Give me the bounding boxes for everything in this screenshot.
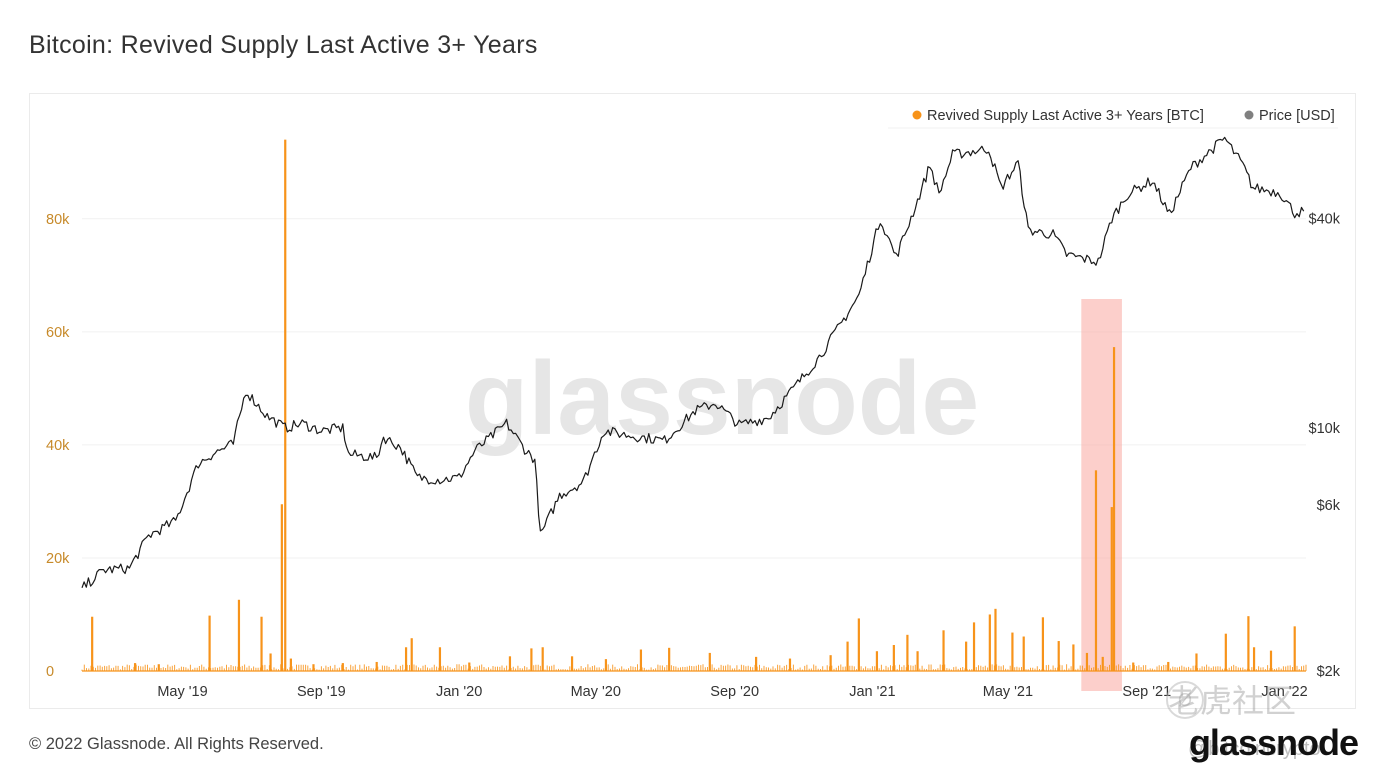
revived-bar [1094, 470, 1098, 671]
revived-bar [1293, 626, 1296, 671]
chart-area: glassnode 0 20k 40k 60k 80k $2k $6k $10k $40k M… [29, 93, 1356, 709]
revived-bar [604, 659, 608, 671]
left-axis-tick-label: 0 [46, 664, 54, 680]
revived-bar [1252, 647, 1256, 671]
revived-bar [965, 641, 968, 671]
revived-bar [972, 622, 976, 671]
right-axis-tick-label: $2k [1317, 664, 1341, 680]
revived-bar [668, 647, 671, 671]
page-title: Bitcoin: Revived Supply Last Active 3+ Y… [29, 31, 538, 59]
copyright-text: © 2022 Glassnode. All Rights Reserved. [29, 735, 324, 753]
revived-bar [906, 634, 909, 671]
x-axis-tick-label: Jan '21 [849, 684, 895, 700]
chart-svg: glassnode 0 20k 40k 60k 80k $2k $6k $10k $40k M… [46, 108, 1341, 700]
x-axis-tick-label: Sep '21 [1122, 684, 1171, 700]
revived-bar [260, 616, 263, 671]
revived-bar [988, 614, 991, 671]
glassnode-logo: glassnode [1188, 722, 1359, 763]
left-axis-ticks: 0 20k 40k 60k 80k [46, 212, 70, 680]
x-axis-tick-label: Sep '19 [297, 684, 346, 700]
left-axis-tick-label: 20k [46, 551, 70, 567]
right-axis-tick-label: $10k [1309, 421, 1341, 437]
revived-bar [530, 648, 533, 671]
revived-bar [639, 649, 643, 671]
revived-bar [846, 641, 849, 671]
price-line [81, 136, 1305, 589]
revived-bar [1022, 636, 1025, 671]
legend-label-price: Price [USD] [1259, 108, 1335, 124]
revived-bar [208, 615, 211, 671]
revived-bar [269, 653, 272, 671]
left-axis-tick-label: 40k [46, 438, 70, 454]
left-axis-tick-label: 60k [46, 325, 70, 341]
highlight-layer [1081, 299, 1122, 691]
x-axis-tick-label: May '19 [157, 684, 207, 700]
revived-bar [404, 647, 408, 671]
watermark-glassnode: glassnode [465, 341, 979, 457]
revived-bar [1057, 641, 1060, 671]
revived-bar [942, 630, 945, 671]
revived-bar [468, 662, 471, 671]
revived-bar [916, 651, 919, 671]
price-line-layer [81, 136, 1305, 589]
legend[interactable]: Revived Supply Last Active 3+ Years [BTC… [888, 108, 1338, 129]
revived-bar [284, 139, 287, 671]
revived-bar [1101, 656, 1104, 671]
revived-bar [1112, 347, 1116, 671]
revived-bar [237, 599, 241, 671]
x-axis-tick-label: Jan '20 [436, 684, 482, 700]
x-axis-ticks: May '19 Sep '19 Jan '20 May '20 Sep '20 Jan '… [157, 684, 1307, 700]
revived-bar [755, 656, 758, 671]
legend-label-revived: Revived Supply Last Active 3+ Years [BTC… [927, 108, 1204, 124]
revived-bar [410, 638, 413, 671]
revived-bar [875, 651, 879, 671]
watermark-site-text: @bitcoincrypto [1188, 738, 1321, 760]
revived-bar [1195, 653, 1198, 671]
revived-bar [788, 658, 792, 671]
revived-bar [1041, 617, 1045, 671]
revived-bar [1085, 652, 1089, 671]
x-axis-tick-label: Jan '22 [1261, 684, 1307, 700]
revived-bar [133, 663, 137, 671]
watermark-circle-icon: Ø [1166, 681, 1204, 719]
legend-dot-price [1244, 110, 1254, 120]
revived-bar [1269, 650, 1273, 671]
revived-bar [829, 655, 832, 671]
watermark-cn-text: 老虎社区 [1168, 683, 1297, 719]
revived-bar [312, 664, 315, 671]
revived-bar [892, 644, 895, 671]
revived-bar [341, 663, 344, 671]
revived-bar [1011, 632, 1014, 671]
legend-dot-revived [912, 110, 922, 120]
revived-bar [1224, 633, 1227, 671]
revived-bar [1110, 507, 1113, 671]
revived-bar [91, 616, 94, 671]
revived-bar [708, 652, 711, 671]
revived-bar [375, 661, 378, 671]
right-axis-ticks: $2k $6k $10k $40k [1309, 212, 1341, 680]
revived-bar [438, 647, 442, 671]
highlight-region [1081, 299, 1122, 691]
x-axis-tick-label: May '20 [571, 684, 621, 700]
right-axis-tick-label: $6k [1317, 498, 1341, 514]
revived-supply-bars [81, 139, 1307, 672]
revived-bar [1167, 661, 1170, 671]
revived-bar [280, 504, 283, 671]
right-axis-tick-label: $40k [1309, 212, 1341, 228]
revived-bar [857, 618, 860, 671]
revived-bar [1247, 616, 1250, 671]
revived-baseline [81, 664, 1307, 671]
revived-bar [1132, 662, 1135, 671]
revived-bar [508, 656, 512, 671]
x-axis-tick-label: Sep '20 [710, 684, 759, 700]
revived-bar [570, 656, 574, 671]
revived-bar [157, 664, 160, 671]
revived-bar [1072, 644, 1075, 671]
revived-bar [541, 647, 544, 671]
revived-bar [289, 658, 292, 671]
left-axis-tick-label: 80k [46, 212, 70, 228]
x-axis-tick-label: May '21 [983, 684, 1033, 700]
revived-bar [994, 608, 997, 671]
